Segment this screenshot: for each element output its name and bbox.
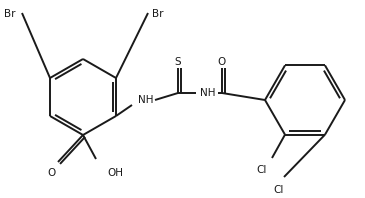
Text: NH: NH bbox=[200, 88, 215, 98]
Text: Cl: Cl bbox=[257, 165, 267, 175]
Text: Br: Br bbox=[4, 9, 15, 19]
Text: Br: Br bbox=[152, 9, 164, 19]
Text: O: O bbox=[218, 57, 226, 67]
Text: OH: OH bbox=[107, 168, 123, 178]
Text: S: S bbox=[175, 57, 181, 67]
Text: Cl: Cl bbox=[274, 185, 284, 195]
Text: NH: NH bbox=[138, 95, 154, 105]
Text: O: O bbox=[48, 168, 56, 178]
